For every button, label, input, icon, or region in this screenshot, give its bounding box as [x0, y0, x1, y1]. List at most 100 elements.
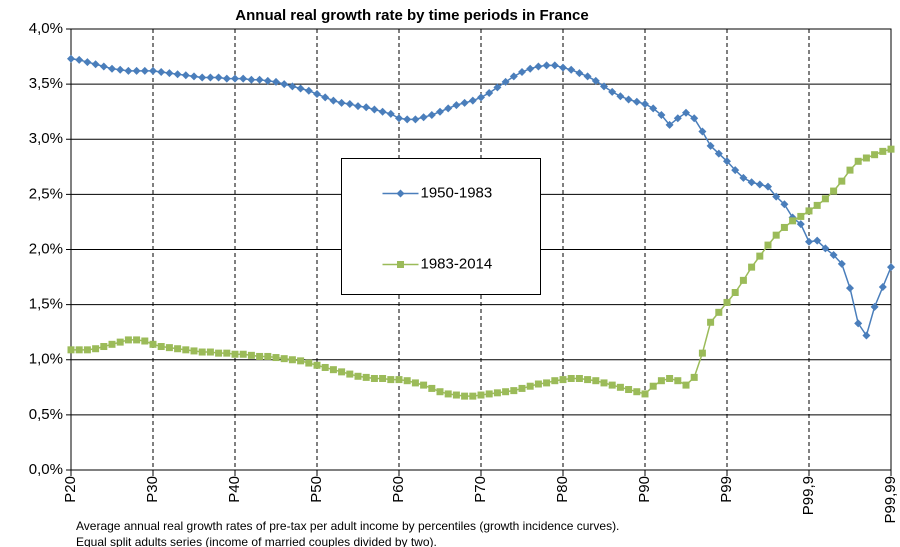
- point: [846, 166, 854, 174]
- point: [436, 107, 444, 116]
- y-tick-label: 2,5%: [29, 185, 63, 202]
- point: [862, 331, 871, 340]
- point: [198, 73, 207, 82]
- point: [321, 363, 329, 371]
- point: [280, 80, 289, 89]
- point: [641, 99, 649, 108]
- point: [108, 64, 116, 73]
- point: [313, 90, 321, 99]
- point: [460, 98, 469, 107]
- y-tick-label: 3,0%: [29, 130, 63, 147]
- point: [239, 350, 247, 358]
- point: [887, 145, 895, 153]
- point: [714, 149, 723, 158]
- point: [550, 61, 559, 70]
- point: [632, 97, 641, 106]
- point: [91, 60, 100, 69]
- point: [584, 376, 592, 384]
- point: [206, 73, 215, 82]
- point: [108, 340, 116, 348]
- point: [608, 381, 616, 389]
- point: [345, 99, 354, 108]
- point: [272, 354, 280, 362]
- point: [559, 376, 567, 384]
- point: [739, 173, 748, 182]
- point: [518, 67, 526, 76]
- point: [329, 366, 337, 374]
- point: [575, 374, 583, 382]
- point: [821, 195, 829, 203]
- point: [805, 237, 813, 246]
- point: [149, 66, 157, 75]
- point: [386, 109, 395, 118]
- point: [264, 352, 272, 360]
- point: [518, 384, 526, 392]
- point: [140, 66, 149, 75]
- x-tick-label: P70: [472, 476, 489, 503]
- point: [871, 151, 879, 159]
- point: [682, 381, 690, 389]
- point: [690, 114, 699, 123]
- point: [731, 166, 740, 175]
- point: [395, 376, 403, 384]
- point: [748, 263, 756, 271]
- point: [583, 72, 592, 81]
- point: [870, 302, 879, 311]
- point: [723, 298, 731, 306]
- point: [304, 86, 313, 95]
- point: [690, 373, 698, 381]
- point: [780, 223, 788, 231]
- point: [215, 349, 223, 357]
- point: [387, 376, 395, 384]
- point: [731, 288, 739, 296]
- legend-label: 1950-1983: [421, 184, 493, 201]
- point: [305, 359, 313, 367]
- plot-border: [70, 28, 892, 471]
- point: [346, 370, 354, 378]
- point: [797, 212, 805, 220]
- point: [666, 374, 674, 382]
- point: [682, 108, 690, 117]
- point: [354, 102, 362, 111]
- point: [354, 372, 362, 380]
- x-tick-label: P60: [390, 476, 407, 503]
- point: [403, 377, 411, 385]
- point: [67, 54, 75, 63]
- point: [485, 88, 494, 97]
- y-tick-label: 1,0%: [29, 351, 63, 368]
- point: [821, 244, 830, 253]
- point: [477, 391, 485, 399]
- point: [124, 66, 133, 75]
- point: [165, 69, 174, 78]
- point: [444, 390, 452, 398]
- point: [181, 71, 190, 80]
- y-tick-label: 1,5%: [29, 296, 63, 313]
- point: [698, 349, 706, 357]
- point: [403, 115, 412, 124]
- y-tick-label: 3,5%: [29, 75, 63, 92]
- point: [854, 157, 862, 165]
- x-tick-label: P99: [718, 476, 735, 503]
- footnote: Equal split adults series (income of mar…: [76, 535, 437, 547]
- point: [190, 347, 198, 355]
- point: [141, 337, 149, 345]
- point: [485, 390, 493, 398]
- footnote: Average annual real growth rates of pre-…: [76, 519, 619, 533]
- point: [625, 386, 633, 394]
- point: [165, 344, 173, 352]
- point: [838, 177, 846, 185]
- point: [813, 236, 822, 245]
- point: [502, 388, 510, 396]
- point: [878, 282, 887, 291]
- point: [575, 69, 584, 78]
- point: [362, 373, 370, 381]
- point: [370, 105, 379, 114]
- point: [206, 348, 214, 356]
- point: [222, 74, 231, 83]
- point: [649, 104, 658, 113]
- y-tick-label: 4,0%: [29, 20, 63, 37]
- x-tick-label: P90: [636, 476, 653, 503]
- point: [747, 178, 756, 187]
- point: [256, 352, 264, 360]
- point: [559, 63, 567, 72]
